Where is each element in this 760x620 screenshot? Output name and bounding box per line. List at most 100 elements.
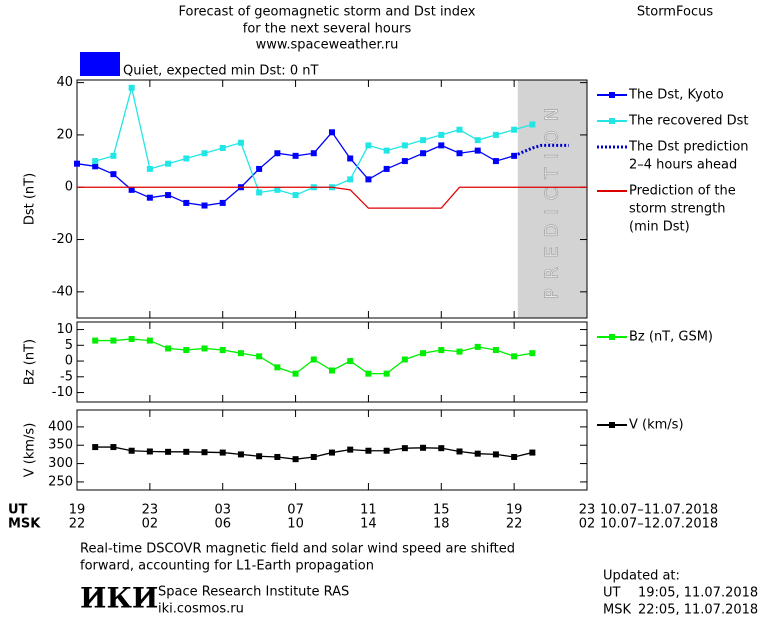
msk-tick-label: 10 xyxy=(287,517,304,532)
data-point xyxy=(456,448,463,455)
y-tick-label: 10 xyxy=(56,322,73,337)
msk-label: MSK xyxy=(8,517,41,532)
data-point xyxy=(256,165,263,172)
data-point xyxy=(110,444,117,451)
ut-tick-label: 03 xyxy=(214,503,231,518)
data-point xyxy=(529,449,536,456)
legend-marker xyxy=(609,422,615,428)
data-point xyxy=(128,447,135,454)
data-point xyxy=(511,353,518,360)
y-axis-label: Bz (nT) xyxy=(23,339,38,385)
institute-url: iki.cosmos.ru xyxy=(158,602,244,617)
data-point xyxy=(274,453,281,460)
logo: ИКИ xyxy=(80,582,158,615)
data-point xyxy=(474,450,481,457)
legend-label: storm strength xyxy=(629,202,726,217)
note-line: Real-time DSCOVR magnetic field and sola… xyxy=(80,542,515,557)
data-point xyxy=(128,84,135,91)
data-point xyxy=(183,347,190,354)
y-tick-label: -20 xyxy=(52,232,73,247)
note-line: forward, accounting for L1-Earth propaga… xyxy=(80,559,374,574)
data-point xyxy=(365,370,372,377)
prediction-label: PREDICTION xyxy=(541,99,562,299)
legend-label: 2–4 hours ahead xyxy=(629,158,737,173)
data-point xyxy=(438,142,445,149)
data-point xyxy=(92,337,99,344)
data-point xyxy=(492,158,499,165)
data-point xyxy=(165,448,172,455)
data-point xyxy=(456,150,463,157)
data-point xyxy=(365,176,372,183)
data-point xyxy=(92,158,99,165)
data-point xyxy=(347,176,354,183)
data-point xyxy=(201,449,208,456)
ut-tick-label: 11 xyxy=(360,503,377,518)
legend-marker xyxy=(609,334,615,340)
data-point xyxy=(219,199,226,206)
data-point xyxy=(401,356,408,363)
data-point xyxy=(474,147,481,154)
updated-ut-label: UT xyxy=(603,586,621,601)
data-point xyxy=(347,358,354,365)
data-point xyxy=(456,348,463,355)
updated-ut-time: 19:05, 11.07.2018 xyxy=(638,586,758,601)
data-point xyxy=(401,445,408,452)
status-swatch xyxy=(80,52,120,76)
y-tick-label: 250 xyxy=(48,474,73,489)
data-point xyxy=(365,447,372,454)
y-tick-label: -10 xyxy=(52,385,73,400)
data-point xyxy=(256,353,263,360)
data-point xyxy=(492,131,499,138)
data-point xyxy=(92,163,99,170)
panel-frame xyxy=(76,79,588,319)
data-point xyxy=(383,370,390,377)
legend-label: The Dst, Kyoto xyxy=(628,88,724,103)
ut-tick-label: 19 xyxy=(506,503,523,518)
data-point xyxy=(292,192,299,199)
y-tick-label: 40 xyxy=(56,75,73,90)
data-point xyxy=(165,345,172,352)
y-tick-label: 5 xyxy=(65,338,73,353)
data-point xyxy=(329,129,335,136)
y-tick-label: 0 xyxy=(65,180,73,195)
msk-tick-label: 06 xyxy=(214,517,231,532)
panel-frame xyxy=(76,409,588,491)
ut-tick-label: 19 xyxy=(69,503,86,518)
data-point xyxy=(292,370,299,377)
data-point xyxy=(110,152,117,159)
data-point xyxy=(274,186,281,193)
data-point xyxy=(438,445,445,452)
msk-tick-label: 22 xyxy=(506,517,523,532)
data-point xyxy=(310,150,317,157)
legend-label: Bz (nT, GSM) xyxy=(629,330,713,345)
data-point xyxy=(511,453,518,460)
data-point xyxy=(146,337,153,344)
data-point xyxy=(165,192,172,199)
data-point xyxy=(420,150,427,157)
y-axis-label: V (km/s) xyxy=(23,423,38,478)
data-point xyxy=(438,131,445,138)
updated-title: Updated at: xyxy=(603,569,680,584)
data-point xyxy=(329,449,335,456)
data-point xyxy=(237,451,244,458)
updated-msk-time: 22:05, 11.07.2018 xyxy=(638,603,758,618)
data-point xyxy=(511,152,518,159)
y-tick-label: 0 xyxy=(65,354,73,369)
data-point xyxy=(529,121,536,128)
data-point xyxy=(74,160,80,167)
data-point xyxy=(110,337,117,344)
data-point xyxy=(347,155,354,162)
data-point xyxy=(474,137,481,144)
title-line: for the next several hours xyxy=(243,22,412,37)
legend-label: Prediction of the xyxy=(629,184,736,199)
data-point xyxy=(456,126,463,133)
institute-name: Space Research Institute RAS xyxy=(158,585,349,600)
data-point xyxy=(329,367,335,374)
msk-tick-label: 02 xyxy=(142,517,159,532)
data-point xyxy=(219,145,226,151)
prediction-region xyxy=(517,80,587,318)
data-point xyxy=(492,347,499,354)
legend-label: The Dst prediction xyxy=(628,140,749,155)
ut-range: 10.07–11.07.2018 xyxy=(600,503,718,518)
